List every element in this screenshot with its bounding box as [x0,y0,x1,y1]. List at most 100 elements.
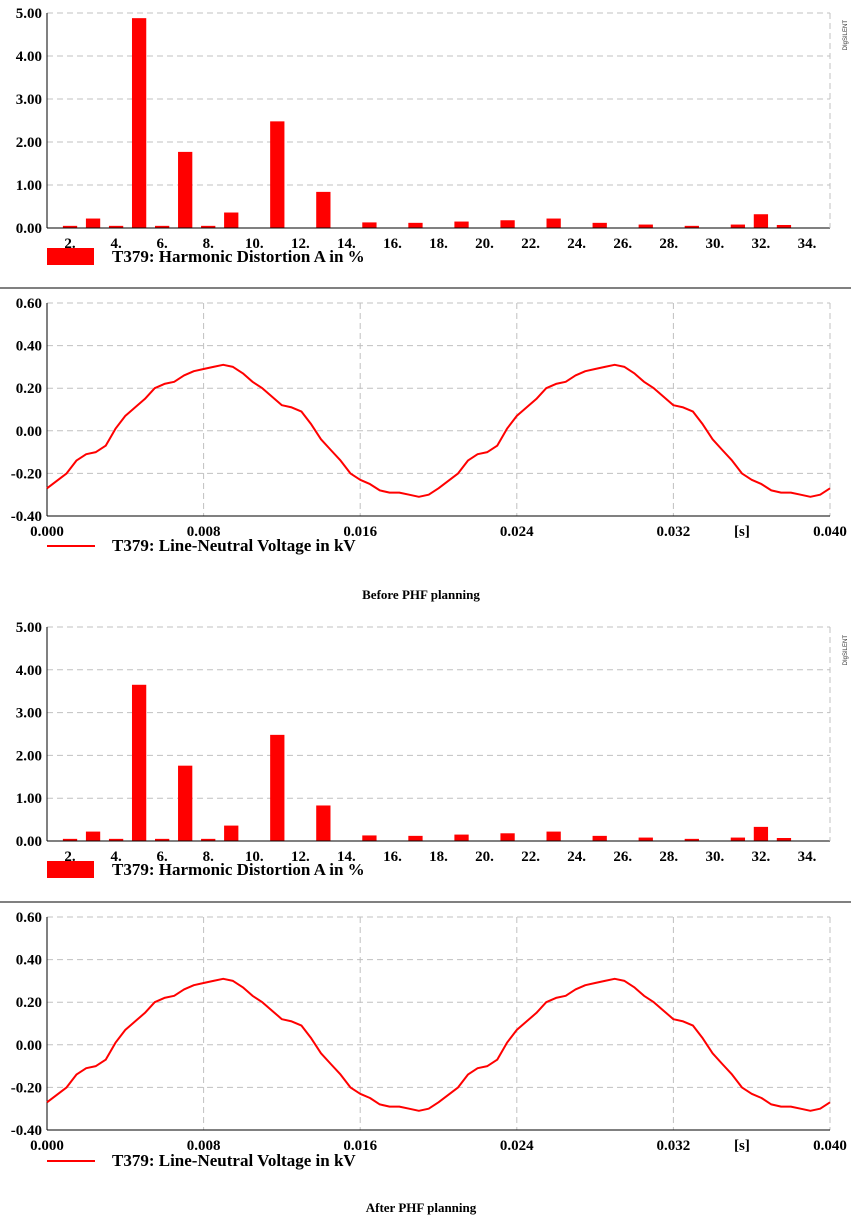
y-tick-label: 0.20 [16,381,42,397]
bar [546,831,561,841]
x-tick-label: 4. [110,236,122,252]
bar [362,222,377,228]
x-tick-label: 14. [337,236,356,252]
x-tick-label: 2. [64,236,76,252]
x-tick-label: 0.024 [500,1138,534,1154]
x-tick-label: 0.040 [813,524,847,540]
bar [753,214,769,228]
x-tick-label: 6. [157,236,169,252]
bar [500,833,515,841]
x-tick-label: 30. [705,849,724,865]
bar [753,826,769,841]
y-tick-label: -0.20 [11,1080,42,1096]
x-tick-label: 0.008 [187,524,221,540]
legend-label: T379: Line-Neutral Voltage in kV [112,536,356,555]
x-tick-label: 32. [752,236,771,252]
x-tick-label: 0.040 [813,1138,847,1154]
x-tick-label: 10. [245,849,264,865]
bar [730,837,746,841]
bar [224,212,239,228]
y-tick-label: 5.00 [16,620,42,636]
x-tick-label: 34. [798,236,817,252]
x-tick-label: 30. [705,236,724,252]
x-tick-label: 0.032 [657,524,691,540]
y-tick-label: 0.60 [16,296,42,312]
x-tick-label: 24. [567,849,586,865]
x-tick-label: 28. [659,849,678,865]
x-tick-label: 22. [521,236,540,252]
voltage-line-chart-before: -0.40 -0.20 0.00 0.20 0.40 0.60 0.000 0.008 0.01… [11,296,847,555]
x-tick-label: [s] [734,1138,750,1154]
bar [500,220,515,228]
voltage-line-chart-after: -0.40 -0.20 0.00 0.20 0.40 0.60 0.000 0.008 0.01… [11,910,847,1170]
x-tick-label: 4. [110,849,122,865]
y-tick-label: 3.00 [16,706,42,722]
x-tick-label: 0.000 [30,524,64,540]
panel-before: 0.00 1.00 2.00 3.00 4.00 5.00 2. 4. 6. 8. 10. 12. 14… [0,6,851,602]
bar [684,225,699,228]
x-tick-label: 12. [291,849,310,865]
x-tick-label: 0.032 [657,1138,691,1154]
bar [546,218,561,228]
y-tick-label: 0.40 [16,953,42,969]
bar [316,805,331,841]
x-tick-label: 0.000 [30,1138,64,1154]
x-tick-label: 6. [157,849,169,865]
legend-swatch [47,248,94,265]
panel-caption: Before PHF planning [362,587,480,602]
y-tick-label: 5.00 [16,6,42,22]
legend-label: T379: Harmonic Distortion A in % [112,860,365,879]
bar [201,225,216,228]
x-tick-label: 8. [203,849,215,865]
x-tick-label: 18. [429,849,448,865]
x-tick-label: 16. [383,236,402,252]
panel-caption: After PHF planning [366,1200,477,1215]
series-line [46,363,831,498]
x-tick-label: 2. [64,849,76,865]
x-tick-label: 26. [613,236,632,252]
bar [270,734,285,841]
x-tick-label: 34. [798,849,817,865]
x-tick-label: 16. [383,849,402,865]
bar [108,838,124,841]
y-tick-label: 1.00 [16,178,42,194]
bar [178,765,193,841]
x-tick-label: 26. [613,849,632,865]
bar [638,837,653,841]
y-tick-label: -0.40 [11,1123,42,1139]
y-tick-label: 4.00 [16,49,42,65]
bar [108,225,124,228]
bar [454,221,469,228]
y-tick-label: 3.00 [16,92,42,108]
bar [155,225,170,228]
watermark: DIgSILENT [843,20,849,51]
y-tick-label: 0.00 [16,221,42,237]
x-tick-label: 8. [203,236,215,252]
y-tick-label: 0.00 [16,834,42,850]
y-tick-label: 2.00 [16,135,42,151]
x-tick-label: 14. [337,849,356,865]
y-tick-label: 0.40 [16,339,42,355]
bar [408,835,423,841]
series-line [46,977,831,1112]
bar [201,838,216,841]
bar [592,222,607,228]
x-tick-label: 20. [475,849,494,865]
bar [178,151,193,228]
bar [638,224,653,228]
panel-after: 0.00 1.00 2.00 3.00 4.00 5.00 2. 4. 6. 8. 10. 12. 14… [0,620,851,1215]
y-tick-label: 0.00 [16,424,42,440]
x-tick-label: 28. [659,236,678,252]
legend-label: T379: Harmonic Distortion A in % [112,247,365,266]
x-tick-label: [s] [734,524,750,540]
x-tick-label: 22. [521,849,540,865]
x-tick-label: 24. [567,236,586,252]
x-tick-label: 18. [429,236,448,252]
bar [684,838,699,841]
x-tick-label: 0.016 [343,524,377,540]
bar [85,831,101,841]
legend-label: T379: Line-Neutral Voltage in kV [112,1151,356,1170]
bar [224,825,239,841]
y-tick-label: 0.60 [16,910,42,926]
y-tick-label: 0.00 [16,1038,42,1054]
